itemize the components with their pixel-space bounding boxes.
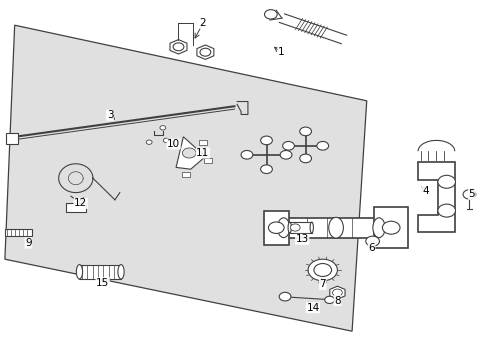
Ellipse shape <box>76 265 82 279</box>
Bar <box>182 172 189 177</box>
Bar <box>289 222 311 233</box>
Text: 8: 8 <box>333 296 340 306</box>
Circle shape <box>182 148 196 158</box>
Bar <box>79 265 121 279</box>
Polygon shape <box>373 207 407 248</box>
Polygon shape <box>176 137 205 169</box>
Text: 7: 7 <box>319 279 325 289</box>
Circle shape <box>163 138 169 143</box>
Ellipse shape <box>277 218 289 238</box>
Bar <box>203 158 211 163</box>
Ellipse shape <box>118 265 124 279</box>
Text: 10: 10 <box>167 139 180 149</box>
Circle shape <box>307 259 337 281</box>
Circle shape <box>437 175 455 188</box>
Circle shape <box>173 43 183 51</box>
Text: 1: 1 <box>277 47 284 57</box>
Bar <box>264 211 288 245</box>
Circle shape <box>290 224 300 231</box>
Text: 5: 5 <box>468 189 474 199</box>
Text: 4: 4 <box>421 186 428 196</box>
Polygon shape <box>170 40 186 54</box>
Circle shape <box>324 296 334 303</box>
Circle shape <box>280 150 291 159</box>
Circle shape <box>299 127 311 136</box>
Circle shape <box>146 140 152 144</box>
Text: 14: 14 <box>305 303 319 313</box>
Text: 3: 3 <box>106 110 113 120</box>
Circle shape <box>365 236 379 246</box>
Circle shape <box>382 221 399 234</box>
Text: 13: 13 <box>295 234 308 244</box>
Circle shape <box>279 292 290 301</box>
Text: 12: 12 <box>74 198 87 208</box>
Bar <box>199 140 206 145</box>
Ellipse shape <box>309 222 313 233</box>
Text: 11: 11 <box>196 148 209 158</box>
Text: 6: 6 <box>367 243 374 253</box>
Circle shape <box>332 289 342 296</box>
Circle shape <box>264 10 277 19</box>
Polygon shape <box>417 162 454 232</box>
Circle shape <box>282 141 294 150</box>
Circle shape <box>437 204 455 217</box>
Polygon shape <box>329 286 345 299</box>
Bar <box>5 229 32 236</box>
Circle shape <box>260 136 272 145</box>
Ellipse shape <box>287 222 291 233</box>
Circle shape <box>299 154 311 163</box>
Ellipse shape <box>328 217 343 238</box>
Circle shape <box>260 165 272 174</box>
Circle shape <box>200 48 210 56</box>
Circle shape <box>462 190 475 199</box>
Ellipse shape <box>372 218 384 238</box>
Circle shape <box>268 222 284 233</box>
Bar <box>66 203 85 212</box>
Text: 9: 9 <box>25 238 32 248</box>
Polygon shape <box>197 45 213 59</box>
Bar <box>6 133 18 144</box>
Polygon shape <box>5 25 366 331</box>
Circle shape <box>241 150 252 159</box>
Circle shape <box>160 126 165 130</box>
Text: 15: 15 <box>96 278 109 288</box>
Bar <box>283 218 378 238</box>
Circle shape <box>313 264 331 276</box>
Text: 2: 2 <box>199 18 206 28</box>
Circle shape <box>316 141 328 150</box>
